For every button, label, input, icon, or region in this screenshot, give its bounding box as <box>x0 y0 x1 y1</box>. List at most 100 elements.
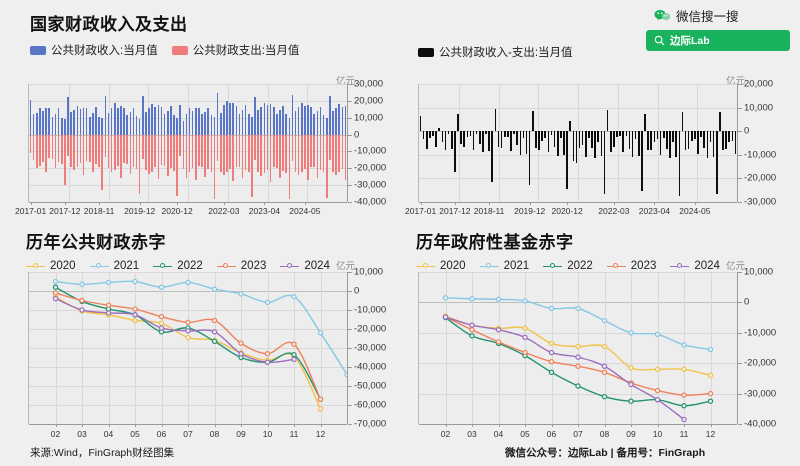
data-point <box>52 278 59 285</box>
data-point <box>681 366 687 372</box>
bar <box>182 121 185 135</box>
x-axis <box>419 202 737 203</box>
wechat-search-widget[interactable]: 微信搜一搜 边际Lab <box>646 6 790 51</box>
bar <box>622 131 624 153</box>
x-tick-mark <box>99 202 101 205</box>
bar <box>151 104 153 135</box>
fund-deficit-block: 历年政府性基金赤字 2020 2021 2022 2023 2024 <box>416 228 720 272</box>
bar <box>141 95 144 135</box>
x-tick-mark <box>529 202 531 205</box>
gridline-v <box>82 272 83 424</box>
data-point <box>442 314 449 320</box>
x-tick-label: 2019-12 <box>124 206 156 216</box>
x-tick-mark <box>472 424 473 427</box>
y-tick-label: 10,000 <box>354 266 384 278</box>
bar <box>39 107 41 135</box>
gridline-v <box>108 272 110 424</box>
x-tick-mark <box>684 424 685 427</box>
bar <box>569 120 571 132</box>
data-point <box>522 298 528 304</box>
gridline-v <box>472 272 473 424</box>
bar <box>123 134 125 164</box>
x-axis <box>29 202 347 203</box>
gridline-v <box>578 84 579 202</box>
data-point <box>548 358 555 365</box>
y-tick-mark <box>348 117 352 119</box>
bar <box>148 134 150 175</box>
data-point <box>469 333 475 339</box>
bar <box>157 134 160 180</box>
x-tick-mark <box>55 424 57 427</box>
legend-label-2023: 2023 <box>630 260 657 272</box>
x-tick-label: 2017-01 <box>14 206 47 216</box>
bar <box>104 95 107 135</box>
wechat-search-input[interactable]: 边际Lab <box>646 30 790 51</box>
x-tick-mark <box>64 202 66 205</box>
bar <box>288 134 291 200</box>
bar <box>201 114 203 135</box>
bar <box>563 131 565 155</box>
x-tick-label: 02 <box>440 429 451 439</box>
bar <box>82 107 85 135</box>
bar <box>338 104 340 135</box>
data-point <box>132 306 138 312</box>
gridline-v <box>631 272 632 424</box>
bar <box>344 105 347 135</box>
bar <box>232 103 234 135</box>
data-point <box>185 279 191 286</box>
y-tick-label: -50,000 <box>354 380 387 392</box>
bar <box>70 134 72 167</box>
bar <box>631 131 634 158</box>
bar <box>597 131 600 142</box>
bar <box>42 134 44 162</box>
bar <box>173 115 175 135</box>
data-point <box>522 349 528 356</box>
x-tick-label: 03 <box>467 429 477 439</box>
data-point <box>469 296 475 302</box>
gridline-v <box>294 272 295 424</box>
bar <box>522 131 525 139</box>
bar <box>194 134 197 181</box>
y-tick-label: 20,000 <box>744 78 774 90</box>
y-tick-label: -20,000 <box>744 172 777 184</box>
bar <box>251 116 253 135</box>
legend-swatch-2022 <box>543 261 563 272</box>
bar <box>419 115 422 132</box>
bar <box>294 110 297 135</box>
x-tick-label: 10 <box>652 429 663 439</box>
bar <box>319 134 322 170</box>
bar <box>101 117 104 135</box>
x-tick-mark <box>613 202 615 205</box>
x-tick-label: 2020-12 <box>161 206 193 216</box>
bar <box>432 131 434 136</box>
data-point <box>158 320 165 327</box>
legend-item-2023: 2023 <box>606 260 657 272</box>
legend-label-2023: 2023 <box>240 260 267 272</box>
bar <box>422 131 425 140</box>
bar <box>232 134 234 181</box>
x-tick-mark <box>657 424 659 427</box>
y-tick-mark <box>738 393 742 395</box>
x-tick-mark <box>420 202 422 205</box>
x-tick-mark <box>694 202 696 205</box>
bar <box>647 131 649 151</box>
bar <box>641 131 643 192</box>
legend-item-2024: 2024 <box>670 260 720 272</box>
bar <box>241 134 244 178</box>
gridline-v <box>684 272 685 424</box>
bar <box>198 134 200 166</box>
y-axis <box>347 84 348 202</box>
gridline-v <box>458 84 460 202</box>
bar <box>229 103 231 135</box>
y-tick-label: -10,000 <box>744 327 777 339</box>
legend-label-2021: 2021 <box>503 260 530 272</box>
bar <box>219 134 222 172</box>
bar <box>619 131 621 136</box>
data-point <box>264 359 271 365</box>
y-tick-mark <box>738 107 742 109</box>
bar <box>254 134 256 160</box>
legend-label-2020: 2020 <box>50 260 76 272</box>
bar <box>154 134 157 168</box>
bar <box>659 131 662 155</box>
line-2021 <box>444 297 712 351</box>
